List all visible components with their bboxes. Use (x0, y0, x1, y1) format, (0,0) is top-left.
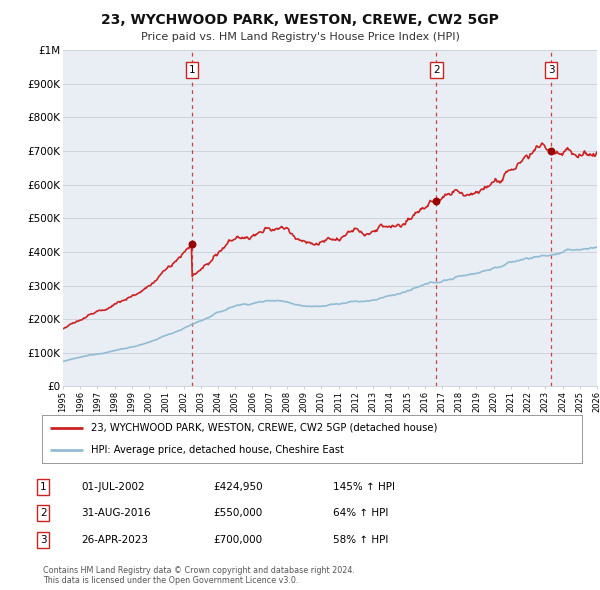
Point (431, 197, 441, 206)
Text: 2: 2 (40, 509, 47, 518)
Text: 26-APR-2023: 26-APR-2023 (81, 535, 148, 545)
Text: Price paid vs. HM Land Registry's House Price Index (HPI): Price paid vs. HM Land Registry's House … (140, 32, 460, 42)
Text: 3: 3 (548, 65, 554, 76)
Text: £700,000: £700,000 (213, 535, 262, 545)
Text: £550,000: £550,000 (213, 509, 262, 518)
Text: 1: 1 (189, 65, 196, 76)
Text: 23, WYCHWOOD PARK, WESTON, CREWE, CW2 5GP: 23, WYCHWOOD PARK, WESTON, CREWE, CW2 5G… (101, 13, 499, 27)
Text: 2: 2 (433, 65, 440, 76)
Text: £424,950: £424,950 (213, 482, 263, 491)
Text: 58% ↑ HPI: 58% ↑ HPI (333, 535, 388, 545)
Text: 01-JUL-2002: 01-JUL-2002 (81, 482, 145, 491)
Point (187, 239, 197, 248)
Point (546, 146, 556, 156)
Text: 64% ↑ HPI: 64% ↑ HPI (333, 509, 388, 518)
Text: 31-AUG-2016: 31-AUG-2016 (81, 509, 151, 518)
Text: Contains HM Land Registry data © Crown copyright and database right 2024.
This d: Contains HM Land Registry data © Crown c… (43, 566, 355, 585)
Text: 3: 3 (40, 535, 47, 545)
Text: 23, WYCHWOOD PARK, WESTON, CREWE, CW2 5GP (detached house): 23, WYCHWOOD PARK, WESTON, CREWE, CW2 5G… (91, 423, 437, 433)
Text: HPI: Average price, detached house, Cheshire East: HPI: Average price, detached house, Ches… (91, 445, 343, 455)
Text: 145% ↑ HPI: 145% ↑ HPI (333, 482, 395, 491)
Text: 1: 1 (40, 482, 47, 491)
